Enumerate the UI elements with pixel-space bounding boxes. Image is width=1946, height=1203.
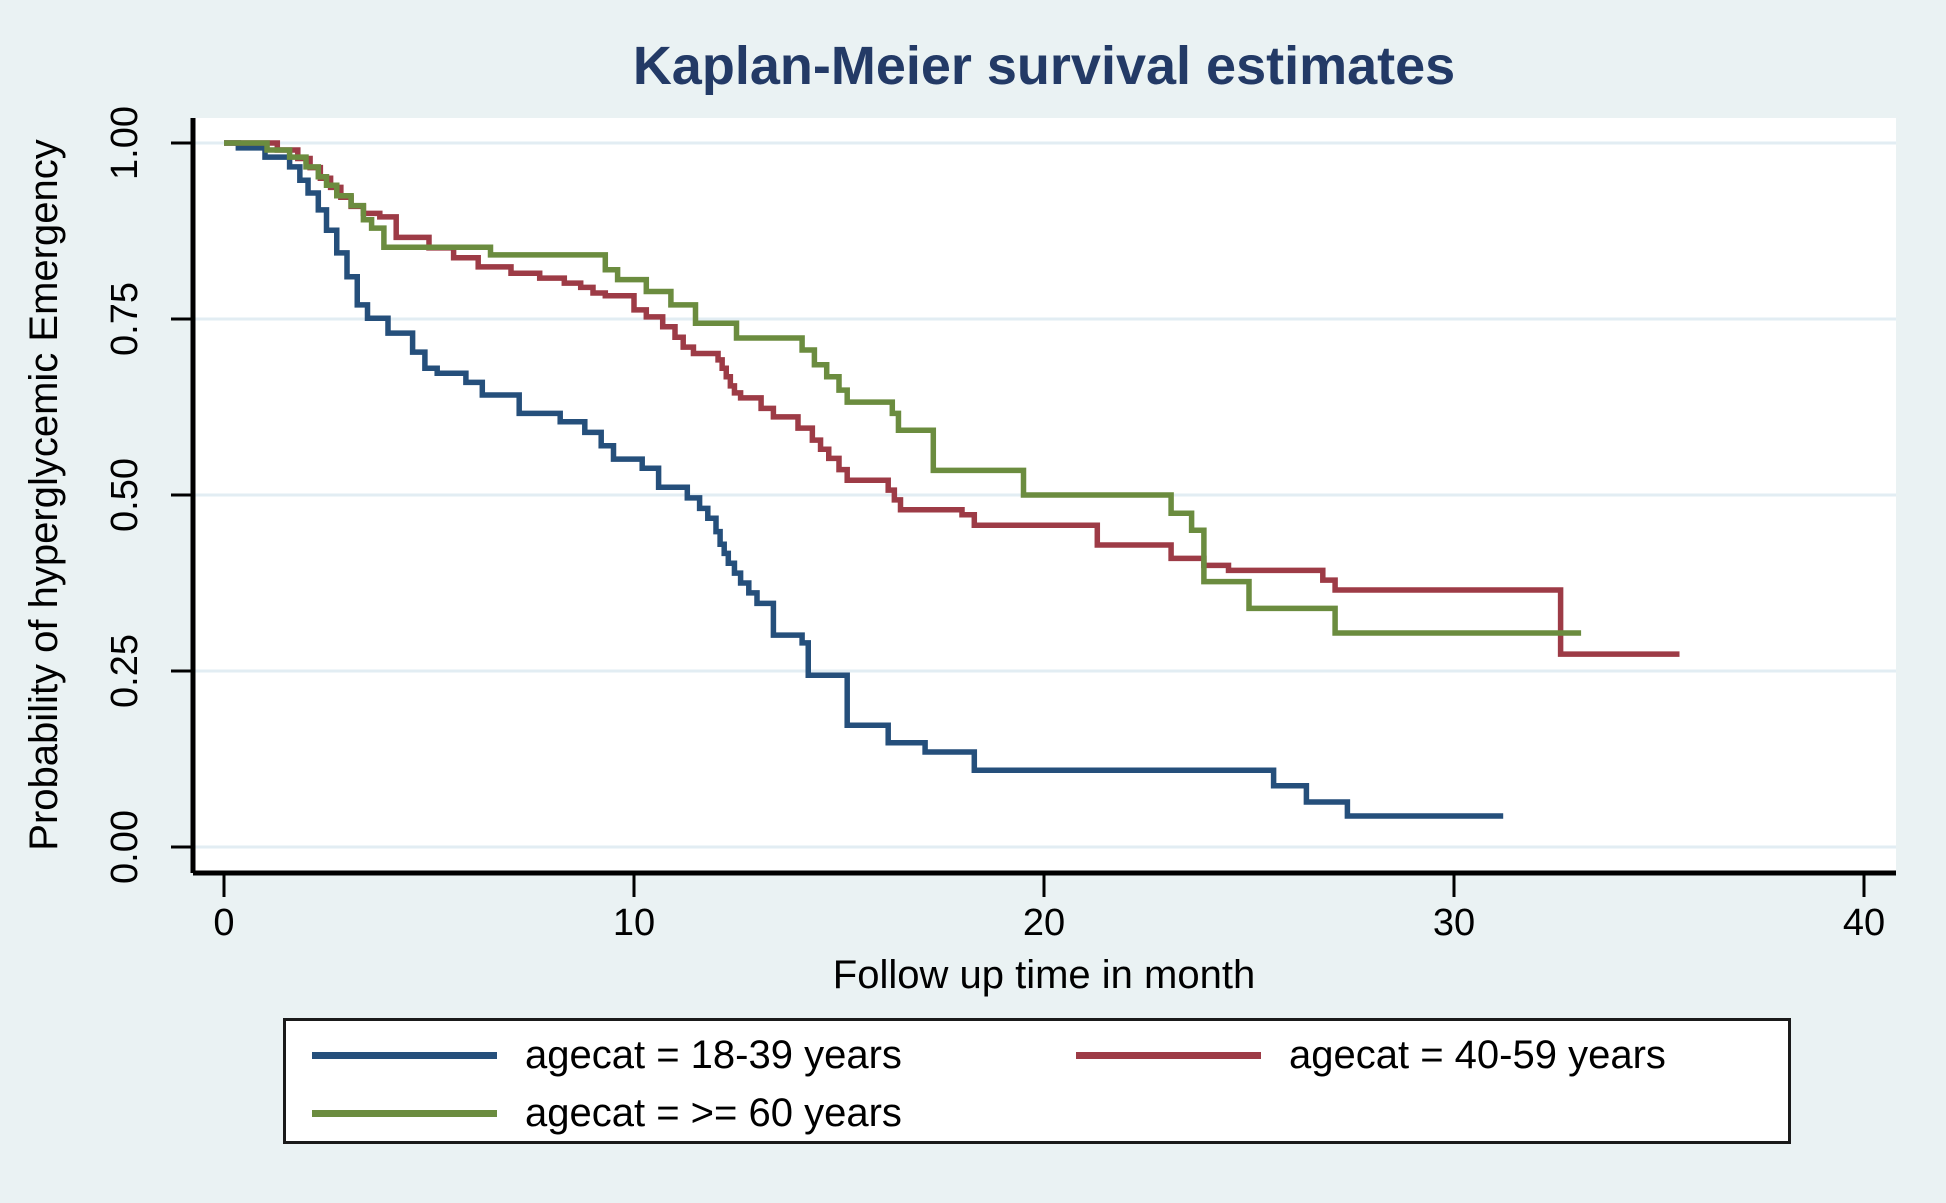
legend-line-swatch-18-39 xyxy=(312,1051,497,1059)
y-tick-label: 0.50 xyxy=(104,458,146,532)
km-curve-agecat-40-59-years xyxy=(224,140,1680,657)
legend-line-swatch-40-59 xyxy=(1076,1051,1261,1059)
x-tick-label: 30 xyxy=(1433,902,1475,944)
legend-item-60-plus: agecat = >= 60 years xyxy=(312,1091,902,1135)
y-tick-label: 0.75 xyxy=(104,282,146,356)
km-curve-agecat-18-39-years xyxy=(224,140,1504,819)
x-tick-label: 0 xyxy=(213,902,234,944)
chart-title: Kaplan-Meier survival estimates xyxy=(633,36,1455,96)
y-tick-label: 0.25 xyxy=(104,634,146,708)
legend-box: agecat = 18-39 years agecat = 40-59 year… xyxy=(283,1018,1791,1144)
km-curve-agecat-60-years xyxy=(224,140,1582,636)
plot-geometry: 0.00 0.25 0.50 0.75 1.00 0 10 20 30 40 xyxy=(104,106,1896,944)
x-tick-label: 40 xyxy=(1843,902,1885,944)
legend-item-40-59: agecat = 40-59 years xyxy=(1076,1033,1666,1077)
y-axis-label: Probability of hyperglycemic Emergency xyxy=(22,139,66,850)
legend-item-18-39: agecat = 18-39 years xyxy=(312,1033,902,1077)
legend-item-label: agecat = 18-39 years xyxy=(525,1032,902,1077)
legend-item-label: agecat = 40-59 years xyxy=(1289,1032,1666,1077)
legend-item-label: agecat = >= 60 years xyxy=(525,1090,902,1135)
x-axis-label: Follow up time in month xyxy=(833,953,1255,997)
legend-line-swatch-60-plus xyxy=(312,1109,497,1117)
x-tick-label: 20 xyxy=(1023,902,1065,944)
x-tick-label: 10 xyxy=(613,902,655,944)
y-tick-label: 0.00 xyxy=(104,810,146,884)
y-tick-label: 1.00 xyxy=(104,106,146,180)
